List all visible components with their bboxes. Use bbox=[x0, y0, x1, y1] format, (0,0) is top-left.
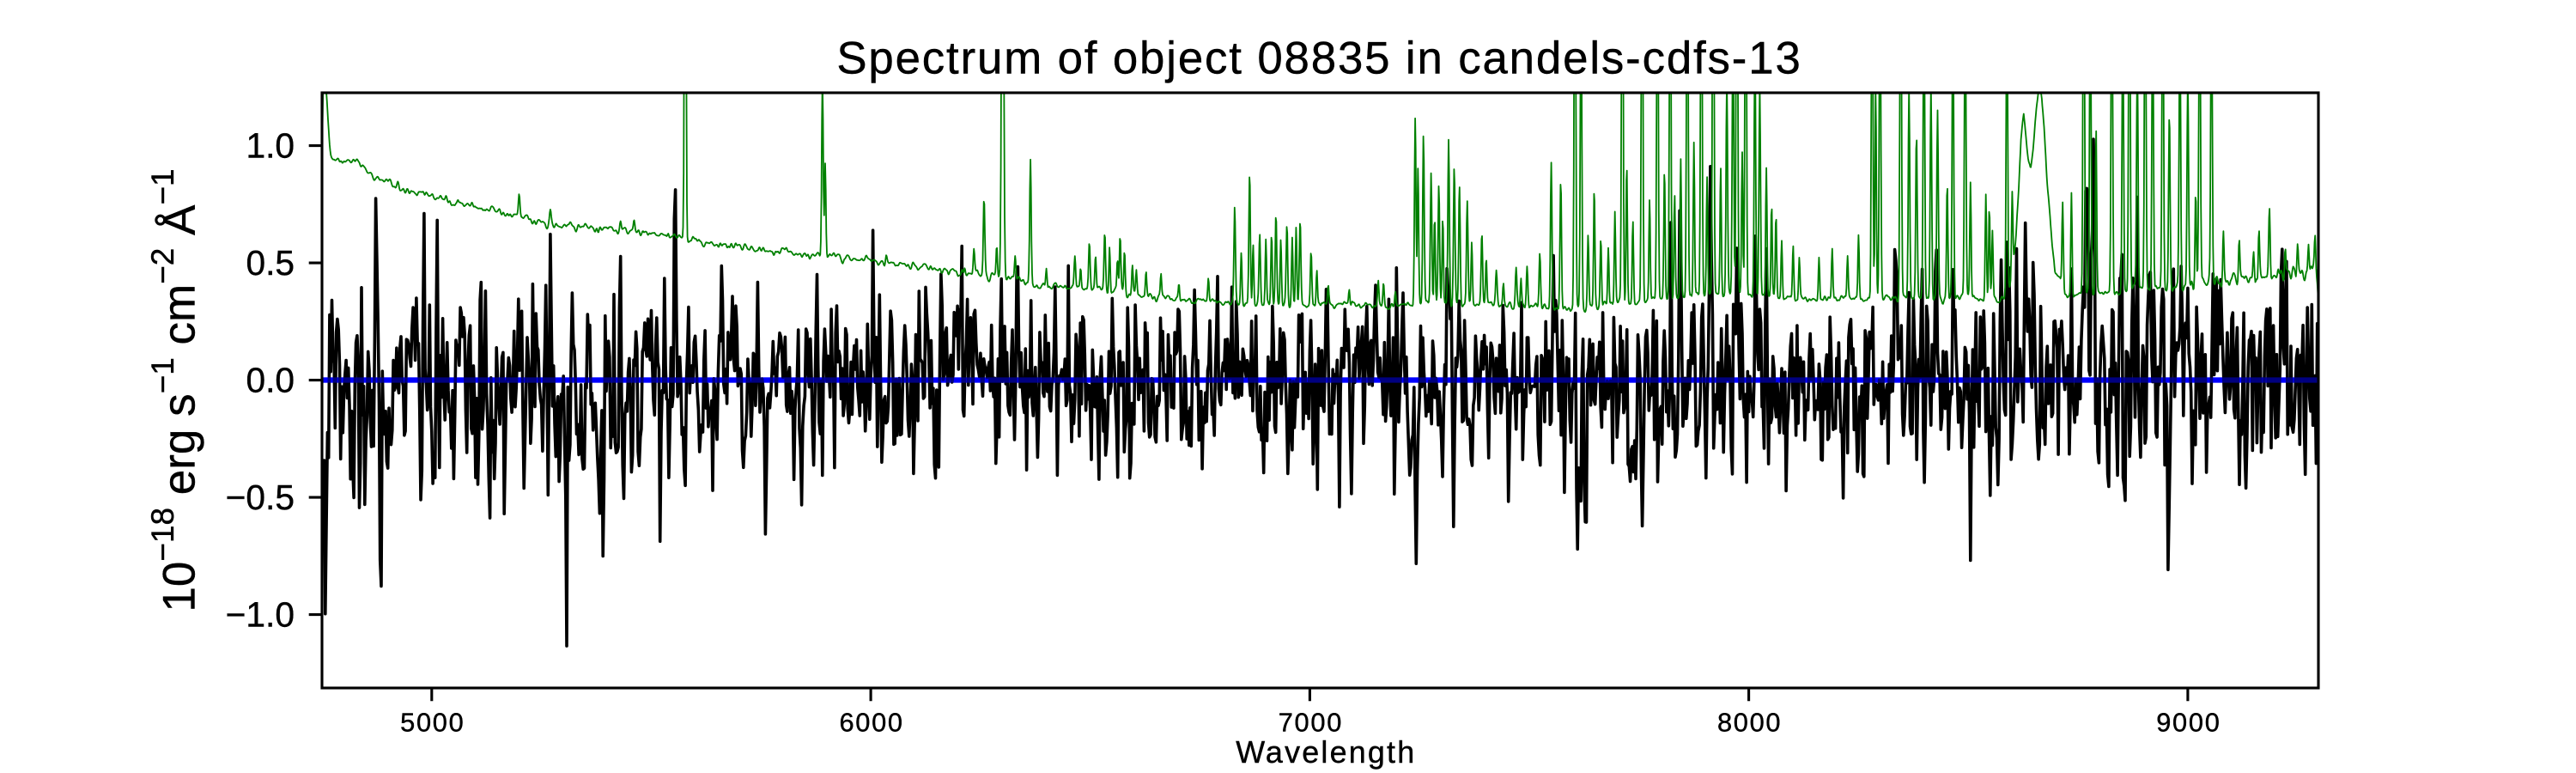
svg-text:0.0: 0.0 bbox=[246, 361, 295, 400]
svg-text:9000: 9000 bbox=[2156, 708, 2221, 738]
svg-text:5000: 5000 bbox=[400, 708, 465, 738]
svg-text:Wavelength: Wavelength bbox=[1236, 735, 1416, 770]
svg-text:−0.5: −0.5 bbox=[226, 478, 295, 517]
svg-text:7000: 7000 bbox=[1279, 708, 1343, 738]
svg-text:0.5: 0.5 bbox=[246, 243, 295, 283]
svg-text:8000: 8000 bbox=[1717, 708, 1782, 738]
svg-text:−1.0: −1.0 bbox=[226, 595, 295, 635]
svg-text:Spectrum of object 08835 in ca: Spectrum of object 08835 in candels-cdfs… bbox=[836, 33, 1801, 84]
svg-text:6000: 6000 bbox=[839, 708, 903, 738]
svg-text:1.0: 1.0 bbox=[246, 126, 295, 166]
